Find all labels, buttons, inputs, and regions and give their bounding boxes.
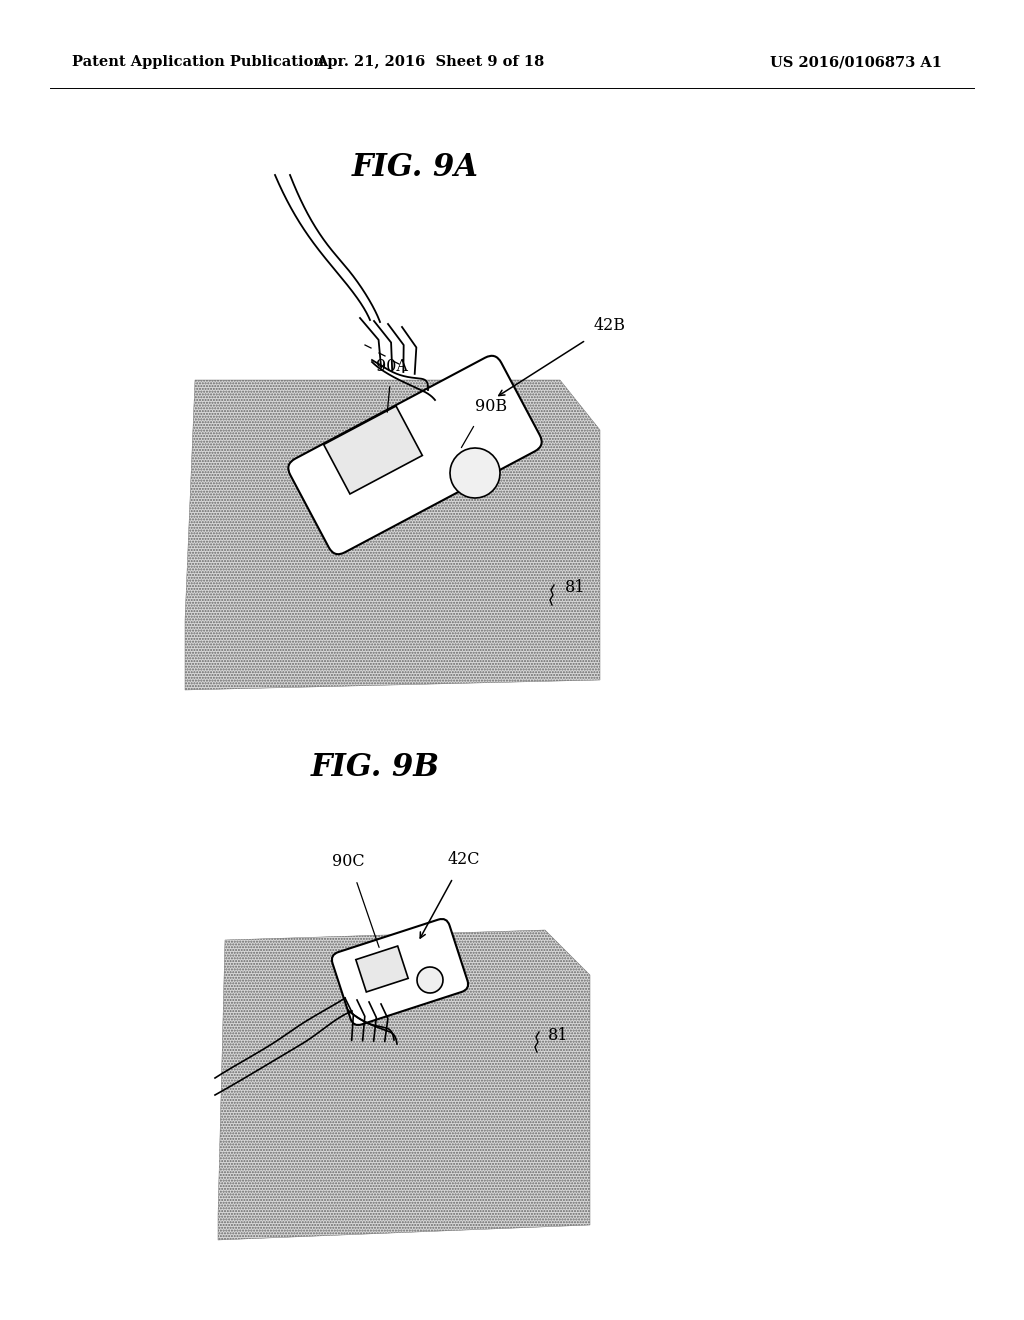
Text: 81: 81	[565, 579, 586, 597]
FancyBboxPatch shape	[289, 356, 542, 554]
Circle shape	[450, 447, 500, 498]
FancyBboxPatch shape	[332, 919, 468, 1026]
Polygon shape	[218, 931, 590, 1239]
Text: 90A: 90A	[376, 358, 408, 375]
Text: 90C: 90C	[332, 853, 365, 870]
FancyBboxPatch shape	[324, 407, 422, 494]
Text: 81: 81	[548, 1027, 568, 1044]
Circle shape	[417, 968, 443, 993]
Text: US 2016/0106873 A1: US 2016/0106873 A1	[770, 55, 942, 69]
Text: Apr. 21, 2016  Sheet 9 of 18: Apr. 21, 2016 Sheet 9 of 18	[315, 55, 544, 69]
Text: 90B: 90B	[475, 399, 507, 414]
Text: Patent Application Publication: Patent Application Publication	[72, 55, 324, 69]
Text: FIG. 9A: FIG. 9A	[351, 152, 478, 183]
FancyBboxPatch shape	[355, 946, 409, 991]
Polygon shape	[185, 380, 600, 690]
Text: 42B: 42B	[594, 317, 626, 334]
Text: FIG. 9B: FIG. 9B	[310, 752, 439, 783]
Text: 42C: 42C	[449, 851, 480, 869]
